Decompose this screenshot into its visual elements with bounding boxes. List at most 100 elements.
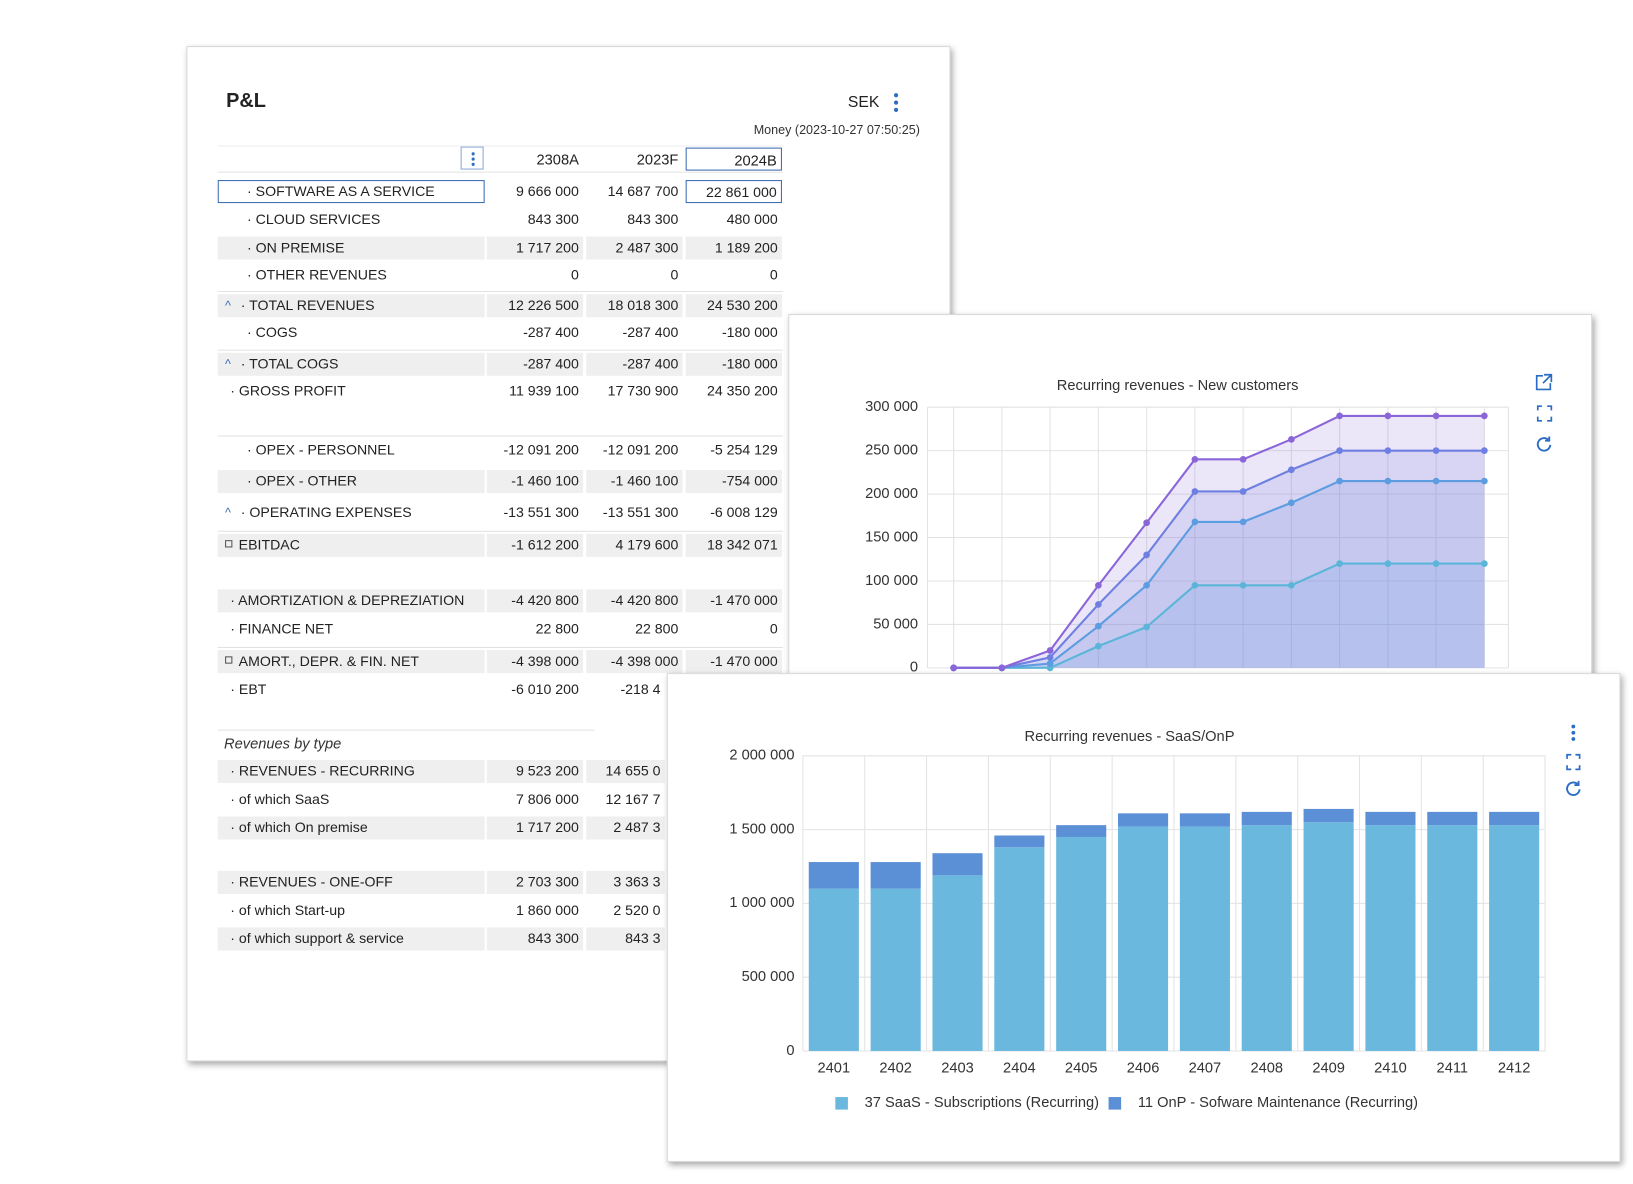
bar-segment: [870, 862, 921, 889]
row-label: · REVENUES - RECURRING: [230, 763, 415, 779]
row-value: 22 800: [635, 620, 679, 637]
row-value: -1 612 200: [486, 533, 584, 557]
row-value: 0: [571, 266, 579, 283]
bar-segment: [1056, 836, 1107, 1051]
row-value: 843 300: [527, 211, 579, 228]
refresh-icon[interactable]: [1566, 780, 1581, 796]
row-value: 24 530 200: [685, 294, 782, 318]
bar-segment: [1179, 813, 1230, 827]
menu-icon[interactable]: [890, 92, 903, 113]
legend-swatch: [835, 1097, 848, 1110]
row-bg: [217, 180, 485, 204]
menu-icon[interactable]: [1571, 724, 1576, 741]
row-value: 3 363 3: [586, 870, 665, 894]
area-fill: [953, 481, 1485, 668]
bar-segment: [1118, 826, 1169, 1051]
point: [1384, 447, 1392, 454]
column-header: 2308A: [536, 150, 579, 168]
row-value: -1 460 100: [486, 470, 584, 494]
y-tick-label: 0: [910, 660, 918, 676]
point: [1095, 622, 1102, 630]
row-value: 11 939 100: [509, 383, 579, 399]
row-value: 0: [670, 266, 679, 283]
x-tick-label: 2406: [1127, 1061, 1160, 1077]
point: [1046, 654, 1054, 661]
row-value: -287 400: [586, 352, 683, 376]
y-tick-label: 1 000 000: [729, 895, 794, 911]
x-tick-label: 2404: [1003, 1061, 1036, 1077]
bar-chart-card: Recurring revenues - SaaS/OnP 0 500 000 1 0…: [666, 673, 1621, 1162]
point: [1239, 488, 1247, 495]
row-bg: [217, 470, 485, 494]
bar-segment: [932, 853, 983, 876]
y-tick-label: 250 000: [865, 443, 918, 459]
x-tick-label: 2403: [941, 1061, 974, 1077]
legend-label: 11 OnP - Sofware Maintenance (Recurring): [1138, 1095, 1418, 1111]
open-icon[interactable]: [1535, 373, 1553, 391]
point: [1191, 581, 1199, 589]
point: [1384, 560, 1392, 567]
row-label: · SOFTWARE AS A SERVICE: [247, 183, 435, 199]
point: [950, 664, 957, 672]
bar-segment: [1303, 808, 1354, 823]
refresh-icon[interactable]: [1536, 436, 1552, 452]
row-label: · of which support & service: [230, 930, 404, 947]
column-menu[interactable]: [460, 146, 484, 170]
series-line: [953, 480, 1485, 669]
collapse-icon: ^: [225, 298, 231, 313]
bar-segment: [1179, 826, 1230, 1051]
row-value: 2 487 3: [586, 816, 665, 840]
row-value: 22 861 000: [685, 180, 782, 204]
row-value: -287 400: [523, 324, 579, 341]
chart-title: Recurring revenues - New customers: [1057, 378, 1299, 394]
section-title: Revenues by type: [224, 734, 342, 752]
row-bg: [217, 816, 485, 840]
bar-segment: [870, 888, 921, 1051]
bar-segment: [1303, 822, 1354, 1051]
row-bg: [217, 927, 485, 951]
row-value: -6 010 200: [511, 681, 579, 698]
row-label: · TOTAL COGS: [240, 355, 339, 372]
row-value: 1 717 200: [486, 236, 584, 260]
row-label: · REVENUES - ONE-OFF: [230, 874, 393, 890]
bar-segment: [1241, 811, 1292, 826]
row-value: -1 470 000: [685, 589, 782, 613]
y-tick-label: 1 500 000: [729, 821, 794, 837]
row-value: -1 460 100: [586, 470, 683, 494]
row-bg: [217, 236, 485, 260]
row-label: · of which SaaS: [230, 791, 330, 808]
row-label: · FINANCE NET: [230, 620, 334, 637]
area-fill: [953, 450, 1485, 668]
series-line: [953, 414, 1485, 669]
section-rule: [217, 729, 595, 731]
point: [1336, 447, 1343, 454]
collapse-icon: ^: [225, 356, 231, 372]
row-value: 0: [769, 266, 778, 283]
row-value: -5 254 129: [710, 441, 778, 458]
row-value: 843 300: [486, 927, 584, 951]
point: [1432, 560, 1440, 567]
series-line: [953, 562, 1485, 669]
timestamp: Money (2023-10-27 07:50:25): [753, 122, 920, 138]
row-label: · COGS: [247, 324, 298, 341]
y-tick-label: 100 000: [865, 573, 918, 589]
currency[interactable]: SEK: [847, 93, 880, 111]
point: [1384, 412, 1392, 420]
point: [1143, 581, 1150, 589]
point: [1336, 477, 1343, 485]
row-value: -13 551 300: [602, 504, 679, 521]
x-tick-label: 2409: [1312, 1061, 1345, 1077]
point: [1095, 581, 1102, 589]
fullscreen-icon[interactable]: [1536, 405, 1553, 422]
bar-segment: [1489, 811, 1540, 826]
row-label: · CLOUD SERVICES: [247, 211, 381, 228]
row-value: -180 000: [721, 324, 778, 341]
y-tick-label: 500 000: [742, 969, 795, 985]
x-tick-label: 2411: [1437, 1061, 1468, 1077]
row-rule: [217, 530, 784, 532]
point: [1191, 488, 1199, 495]
row-value: 2 520 0: [613, 902, 661, 919]
fullscreen-icon[interactable]: [1566, 753, 1581, 771]
bar-segment: [994, 835, 1045, 848]
